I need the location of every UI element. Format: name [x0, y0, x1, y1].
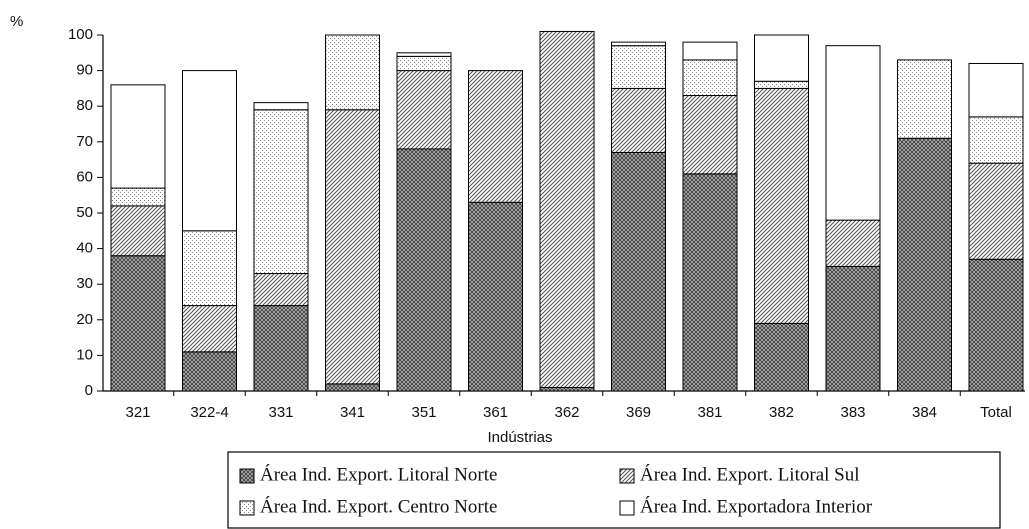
bar-segment	[182, 305, 237, 353]
bar-segment	[253, 102, 309, 111]
bar-segment	[897, 137, 952, 392]
bar-segment	[611, 45, 666, 89]
bar-segment	[396, 52, 452, 57]
bar-segment	[468, 201, 523, 392]
bar-segment	[253, 305, 309, 392]
y-tick-label: 100	[68, 26, 93, 43]
bar-segment	[682, 59, 738, 97]
legend-label: Área Ind. Export. Litoral Sul	[640, 463, 860, 485]
bar-segment	[110, 187, 166, 207]
bar-segment	[182, 230, 237, 307]
x-tick-label: 331	[268, 404, 293, 421]
bar-segment	[754, 34, 809, 82]
y-axis-label: %	[10, 13, 23, 30]
bar-segment	[611, 87, 666, 153]
legend-label: Área Ind. Exportadora Interior	[640, 495, 873, 517]
x-tick-label: 351	[411, 404, 436, 421]
bar-segment	[253, 109, 309, 275]
x-tick-label: 383	[840, 404, 865, 421]
bar-segment	[968, 116, 1024, 164]
legend-swatch	[619, 468, 635, 484]
legend-swatch	[239, 500, 255, 516]
y-tick-label: 20	[76, 311, 93, 328]
bar-segment	[682, 95, 738, 175]
bar-segment	[182, 70, 237, 232]
x-tick-label: 322-4	[190, 404, 228, 421]
bar-segment	[396, 55, 452, 72]
bar-segment	[825, 219, 881, 267]
legend-label: Área Ind. Export. Litoral Norte	[260, 463, 497, 485]
y-tick-label: 60	[76, 168, 93, 185]
bar-segment	[968, 62, 1024, 118]
x-tick-label: 384	[912, 404, 937, 421]
x-tick-label: 362	[554, 404, 579, 421]
legend-swatch	[619, 500, 635, 516]
x-tick-label: 382	[769, 404, 794, 421]
bar-segment	[396, 148, 452, 392]
y-tick-label: 40	[76, 240, 93, 257]
x-tick-label: 341	[340, 404, 365, 421]
bar-segment	[468, 70, 523, 203]
y-tick-label: 80	[76, 97, 93, 114]
y-tick-label: 30	[76, 275, 93, 292]
legend-swatch	[239, 468, 255, 484]
legend-box	[227, 451, 1001, 529]
x-tick-label: 321	[125, 404, 150, 421]
y-tick-label: 70	[76, 133, 93, 150]
bar-segment	[897, 59, 952, 139]
x-axis-label: Indústrias	[487, 429, 552, 446]
bar-segment	[754, 80, 809, 89]
y-tick-label: 50	[76, 204, 93, 221]
y-tick-label: 0	[85, 382, 93, 399]
bar-segment	[110, 205, 166, 257]
x-tick-label: 361	[483, 404, 508, 421]
bar-segment	[539, 386, 595, 392]
bar-segment	[325, 383, 380, 392]
bar-segment	[825, 265, 881, 392]
y-tick-label: 10	[76, 346, 93, 363]
bar-segment	[396, 70, 452, 150]
legend-label: Área Ind. Export. Centro Norte	[260, 495, 497, 517]
bar-segment	[611, 41, 666, 47]
bar-segment	[682, 41, 738, 61]
bar-segment	[682, 173, 738, 392]
bar-segment	[968, 162, 1024, 260]
x-tick-label: 381	[697, 404, 722, 421]
bar-segment	[110, 84, 166, 189]
bar-segment	[754, 87, 809, 324]
x-tick-label: 369	[626, 404, 651, 421]
bar-segment	[325, 109, 380, 385]
x-tick-label: Total	[980, 404, 1012, 421]
bar-segment	[253, 273, 309, 307]
bar-segment	[325, 34, 380, 111]
bar-segment	[539, 30, 595, 388]
bar-segment	[182, 351, 237, 392]
bar-segment	[110, 255, 166, 392]
bar-segment	[611, 151, 666, 392]
bar-segment	[968, 258, 1024, 392]
y-tick-label: 90	[76, 62, 93, 79]
bar-segment	[754, 322, 809, 392]
bar-segment	[825, 45, 881, 221]
